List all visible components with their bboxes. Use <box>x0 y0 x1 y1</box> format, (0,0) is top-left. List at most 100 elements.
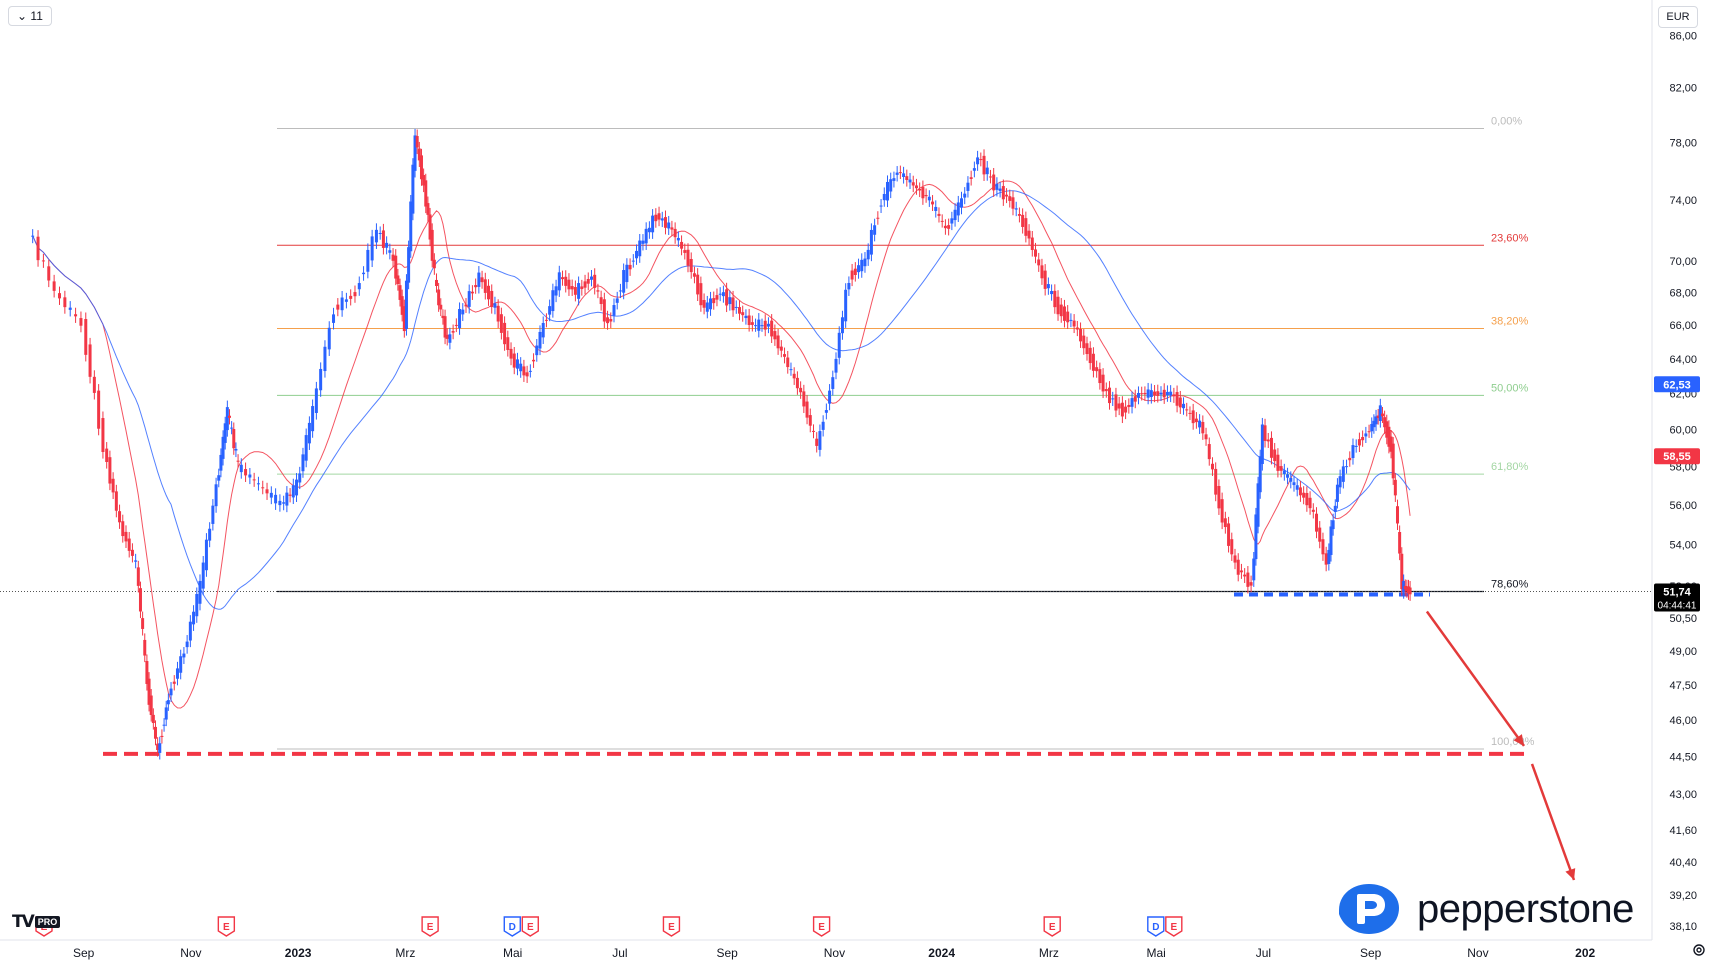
earnings-marker[interactable] <box>521 916 539 937</box>
candle-body <box>1056 296 1060 315</box>
candle-body <box>898 172 902 174</box>
candle-body <box>1263 425 1267 441</box>
candle-body <box>747 315 751 326</box>
price-axis-tick-label: 64,00 <box>1669 354 1697 366</box>
candle-body <box>1165 391 1169 396</box>
price-axis-tick-label: 54,00 <box>1669 540 1697 552</box>
projection-arrows[interactable] <box>1425 610 1576 881</box>
candle-body <box>873 225 877 235</box>
earnings-marker[interactable] <box>503 916 521 937</box>
candle-body <box>1156 391 1160 396</box>
candle-body <box>1249 582 1253 586</box>
time-axis-tick-label: Jul <box>612 946 627 960</box>
candle-body <box>947 225 951 229</box>
projection-arrow-line[interactable] <box>1425 610 1526 747</box>
candle-body <box>692 273 696 277</box>
candle-body <box>641 240 645 244</box>
earnings-marker[interactable] <box>662 916 681 937</box>
projection-arrow-head[interactable] <box>1565 868 1576 880</box>
candle-body <box>1246 572 1250 587</box>
candle-body <box>124 531 128 542</box>
earnings-marker[interactable] <box>1147 916 1165 937</box>
candle-body <box>136 567 140 586</box>
candle-body <box>394 255 398 279</box>
candle-body <box>1380 413 1384 417</box>
candle-body <box>1402 581 1406 593</box>
interval-button[interactable]: ⌄ 11 <box>8 6 52 26</box>
candle-body <box>1108 387 1112 404</box>
time-axis-tick-label: Mrz <box>1039 946 1059 960</box>
candle-body <box>201 562 205 589</box>
candle-body <box>490 290 494 308</box>
candle-body <box>586 278 590 284</box>
candle-body <box>182 653 186 658</box>
candle-body <box>1011 197 1015 209</box>
candle-body <box>428 214 432 240</box>
candle-body <box>789 369 793 371</box>
candle-body <box>802 391 806 407</box>
candle-body <box>824 410 828 413</box>
earnings-marker[interactable] <box>421 916 439 937</box>
candle-body <box>391 254 395 261</box>
candle-body <box>754 325 758 327</box>
candle-body <box>314 388 318 413</box>
price-tag-background <box>1654 448 1700 465</box>
fibonacci-retracement[interactable]: 0,00% 23,60% 38,20% 50,00% 61,80% 78,60% 100,0… <box>277 116 1535 750</box>
gear-icon[interactable] <box>1691 942 1707 958</box>
projection-arrow-head[interactable] <box>1513 734 1524 746</box>
time-axis-tick-label: 2024 <box>928 946 955 960</box>
earnings-marker[interactable] <box>217 916 236 937</box>
projection-arrow-line[interactable] <box>1530 763 1576 881</box>
price-axis[interactable]: 86,00 82,00 78,00 74,00 70,00 68,00 66,00 64,00… <box>1669 31 1697 934</box>
earnings-marker-label: E <box>223 922 230 933</box>
candle-body <box>795 377 799 389</box>
pepperstone-logo: pepperstone <box>1333 880 1634 938</box>
candle-body <box>265 489 269 494</box>
candle-body <box>680 241 684 249</box>
price-tag-label: 51,74 <box>1663 586 1691 598</box>
earnings-marker[interactable] <box>1043 916 1061 937</box>
time-axis-tick-label: Nov <box>824 946 845 960</box>
candle-body <box>1095 367 1099 372</box>
candle-body <box>1327 549 1331 564</box>
currency-button[interactable]: EUR <box>1658 6 1698 28</box>
candle-body <box>705 302 709 312</box>
price-series <box>31 128 1412 760</box>
candle-body <box>1153 391 1157 396</box>
moving-average-line <box>32 180 1411 709</box>
candle-body <box>676 237 680 241</box>
candle-body <box>417 148 421 161</box>
candle-body <box>415 136 419 148</box>
candle-body <box>130 549 134 556</box>
candle-body <box>519 363 523 372</box>
earnings-markers[interactable]: EEEDEEEEDE <box>35 916 1183 937</box>
candle-body <box>956 202 960 216</box>
candle-body <box>1043 270 1047 289</box>
candle-body <box>757 319 761 331</box>
earnings-marker[interactable] <box>1165 916 1183 937</box>
candle-body <box>79 318 83 326</box>
candle-body <box>1385 421 1389 438</box>
candle-body <box>963 193 967 198</box>
candle-body <box>385 242 389 248</box>
candle-body <box>612 305 616 316</box>
candle-body <box>496 305 500 322</box>
candle-body <box>509 348 513 359</box>
earnings-marker[interactable] <box>812 916 831 937</box>
candle-body <box>188 621 192 641</box>
candle-body <box>683 250 687 253</box>
candle-body <box>1188 412 1192 414</box>
candle-body <box>895 172 899 175</box>
candle-body <box>799 387 803 393</box>
key-levels[interactable] <box>0 590 1652 756</box>
candle-body <box>88 344 92 377</box>
candle-body <box>622 270 626 293</box>
candle-body <box>808 415 812 426</box>
candle-body <box>811 430 815 432</box>
candle-body <box>1182 403 1186 409</box>
candle-body <box>36 236 40 261</box>
candle-body <box>1266 439 1270 442</box>
candle-body <box>118 511 122 523</box>
time-axis[interactable]: Sep Nov 2023 Mrz Mai Jul Sep Nov 2024 Mrz Mai Jul Se… <box>73 946 1596 960</box>
